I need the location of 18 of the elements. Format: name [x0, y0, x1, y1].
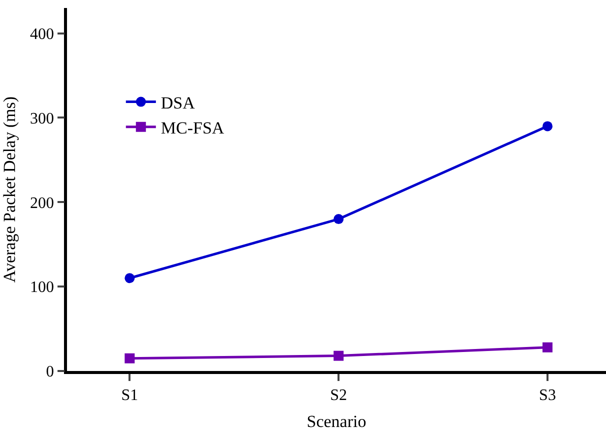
legend-label: MC-FSA: [160, 118, 225, 138]
y-tick-label: 400: [30, 26, 54, 43]
point: [542, 121, 552, 132]
y-axis-title: Average Packet Delay (ms): [0, 96, 19, 283]
point: [334, 214, 344, 224]
y-tick-label: 0: [46, 364, 54, 381]
x-tick-label: S2: [330, 386, 348, 404]
y-tick-label: 300: [30, 110, 54, 128]
y-tick-label: 100: [30, 279, 54, 296]
point: [124, 353, 135, 364]
point: [334, 350, 344, 361]
x-tick-label: S1: [121, 386, 138, 404]
x-tick-label: S3: [539, 386, 556, 404]
y-tick-label: 200: [30, 194, 54, 212]
x-axis-title: Scenario: [306, 412, 366, 431]
legend-label: DSA: [160, 93, 196, 112]
point: [542, 342, 552, 352]
point: [124, 273, 135, 284]
